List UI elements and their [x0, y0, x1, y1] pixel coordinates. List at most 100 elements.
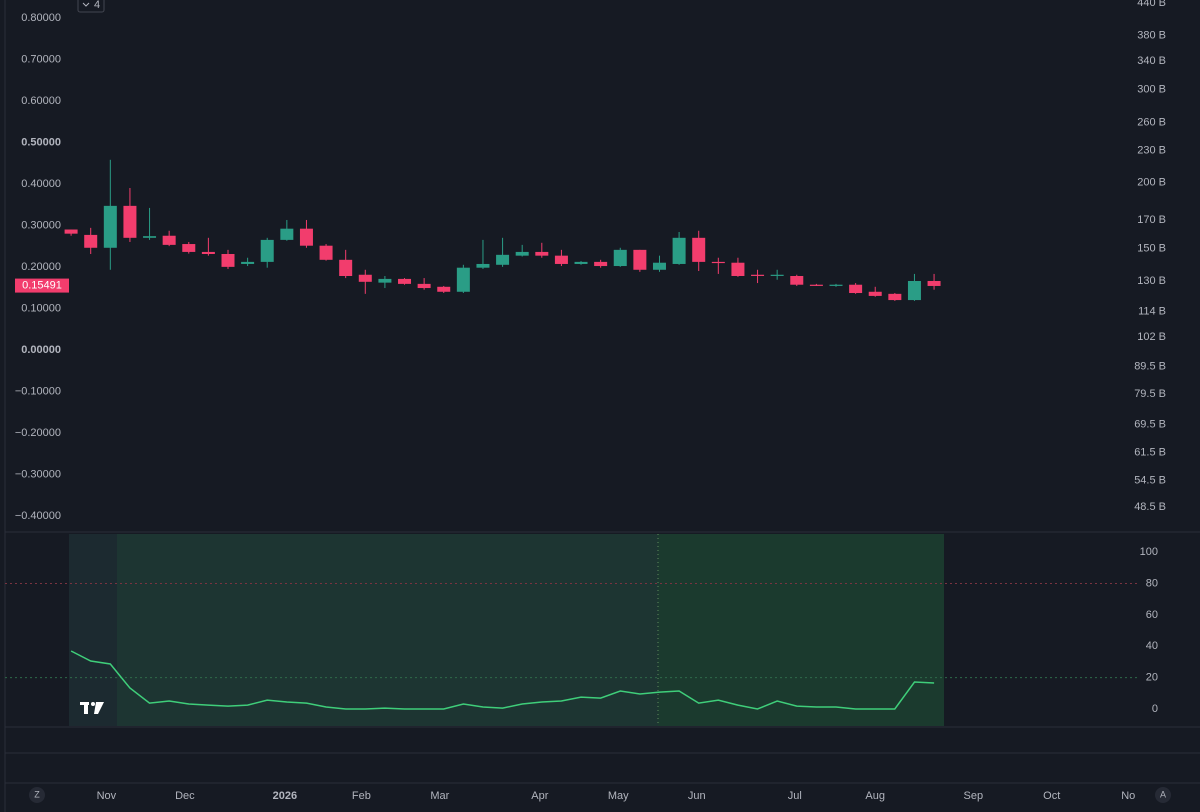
candle-body	[770, 274, 784, 276]
x-tick-label: 2026	[273, 790, 297, 802]
y2-tick-label: 89.5 B	[1134, 361, 1166, 373]
candle-body	[358, 274, 372, 282]
y2-tick-label: 300 B	[1137, 84, 1166, 96]
y2-tick-label: 48.5 B	[1134, 501, 1166, 513]
candle-body	[123, 205, 137, 238]
candle-body	[829, 284, 843, 286]
candle-body	[319, 245, 333, 260]
candle-body	[437, 286, 451, 292]
candle-body	[398, 278, 412, 284]
y-tick-label: 0.40000	[21, 178, 61, 190]
candle	[888, 293, 902, 301]
candle	[64, 229, 78, 236]
logo-part	[84, 702, 88, 714]
x-tick-label: Oct	[1043, 790, 1060, 802]
candle	[437, 285, 451, 294]
candle	[849, 283, 863, 294]
button[interactable]	[29, 787, 45, 803]
candle	[280, 219, 294, 241]
candle-body	[417, 283, 431, 289]
y2-tick-label: 79.5 B	[1134, 388, 1166, 400]
candle-body	[299, 228, 313, 246]
candle	[868, 286, 882, 297]
y2-tick-label: 114 B	[1138, 305, 1166, 317]
y-tick-label: 0.20000	[21, 261, 61, 273]
osc-shade	[69, 534, 117, 726]
candle-body	[711, 261, 725, 264]
candle	[201, 237, 215, 256]
candle-body	[692, 237, 706, 262]
button[interactable]	[1155, 787, 1171, 803]
candle-body	[143, 236, 157, 238]
y2-tick-label: 130 B	[1137, 275, 1166, 287]
y2-tick-label: 170 B	[1137, 214, 1166, 226]
candle-body	[868, 291, 882, 296]
y-tick-label: 0.70000	[21, 53, 61, 65]
candle-body	[260, 239, 274, 262]
y2-tick-label: 260 B	[1137, 116, 1166, 128]
y-tick-label: 0.00000	[21, 344, 61, 356]
candle	[751, 269, 765, 284]
x-tick-label: Nov	[97, 790, 117, 802]
candle-body	[103, 205, 117, 248]
x-tick-label: Dec	[175, 790, 195, 802]
x-tick-label: Sep	[964, 790, 984, 802]
y2-tick-label: 440 B	[1137, 0, 1166, 9]
y-tick-label: 0.30000	[21, 219, 61, 231]
candle-body	[201, 251, 215, 255]
osc-shade	[658, 534, 944, 726]
candle-body	[672, 237, 686, 264]
y2-tick-label: 380 B	[1137, 30, 1166, 42]
candle	[770, 269, 784, 280]
candle-body	[613, 249, 627, 267]
y2-tick-label: 54.5 B	[1134, 474, 1166, 486]
y-tick-label: 20	[1146, 672, 1158, 684]
y-tick-label: −0.20000	[15, 427, 61, 439]
x-tick-label: Aug	[865, 790, 885, 802]
candle-body	[907, 280, 921, 301]
x-tick-label: Feb	[352, 790, 371, 802]
badge-box[interactable]	[77, 0, 105, 13]
y-tick-label: −0.30000	[15, 468, 61, 480]
candle	[496, 237, 510, 267]
candle	[809, 283, 823, 286]
candle	[84, 227, 98, 255]
logo-part	[94, 702, 104, 714]
candle	[476, 239, 490, 269]
candle-body	[751, 274, 765, 276]
button-label[interactable]: A	[1160, 789, 1166, 799]
candle	[123, 188, 137, 242]
candle-body	[162, 235, 176, 245]
y2-tick-label: 150 B	[1137, 242, 1166, 254]
x-tick-label: Apr	[531, 790, 548, 802]
candle	[417, 278, 431, 290]
candle	[711, 257, 725, 274]
candle-body	[241, 261, 255, 264]
candle	[319, 244, 333, 261]
candle-body	[182, 244, 196, 252]
candle	[790, 274, 804, 286]
candle	[103, 159, 117, 270]
y-tick-label: 0.60000	[21, 95, 61, 107]
button-label[interactable]: Z	[34, 789, 40, 799]
last-price-box	[15, 278, 69, 293]
y2-tick-label: 230 B	[1137, 145, 1166, 157]
candle	[515, 244, 529, 257]
candle	[907, 273, 921, 301]
logo	[80, 702, 104, 714]
x-tick-label: May	[608, 790, 629, 802]
candle-body	[790, 275, 804, 285]
candle-body	[849, 284, 863, 294]
candle	[554, 249, 568, 267]
candle	[927, 273, 941, 290]
chevron	[82, 2, 90, 7]
badge[interactable]: 4	[77, 0, 105, 13]
candle	[633, 249, 647, 272]
candle-body	[64, 229, 78, 234]
candle-body	[594, 261, 608, 267]
candle-body	[476, 263, 490, 268]
osc-line	[70, 650, 935, 710]
y-tick-label: 80	[1146, 577, 1158, 589]
